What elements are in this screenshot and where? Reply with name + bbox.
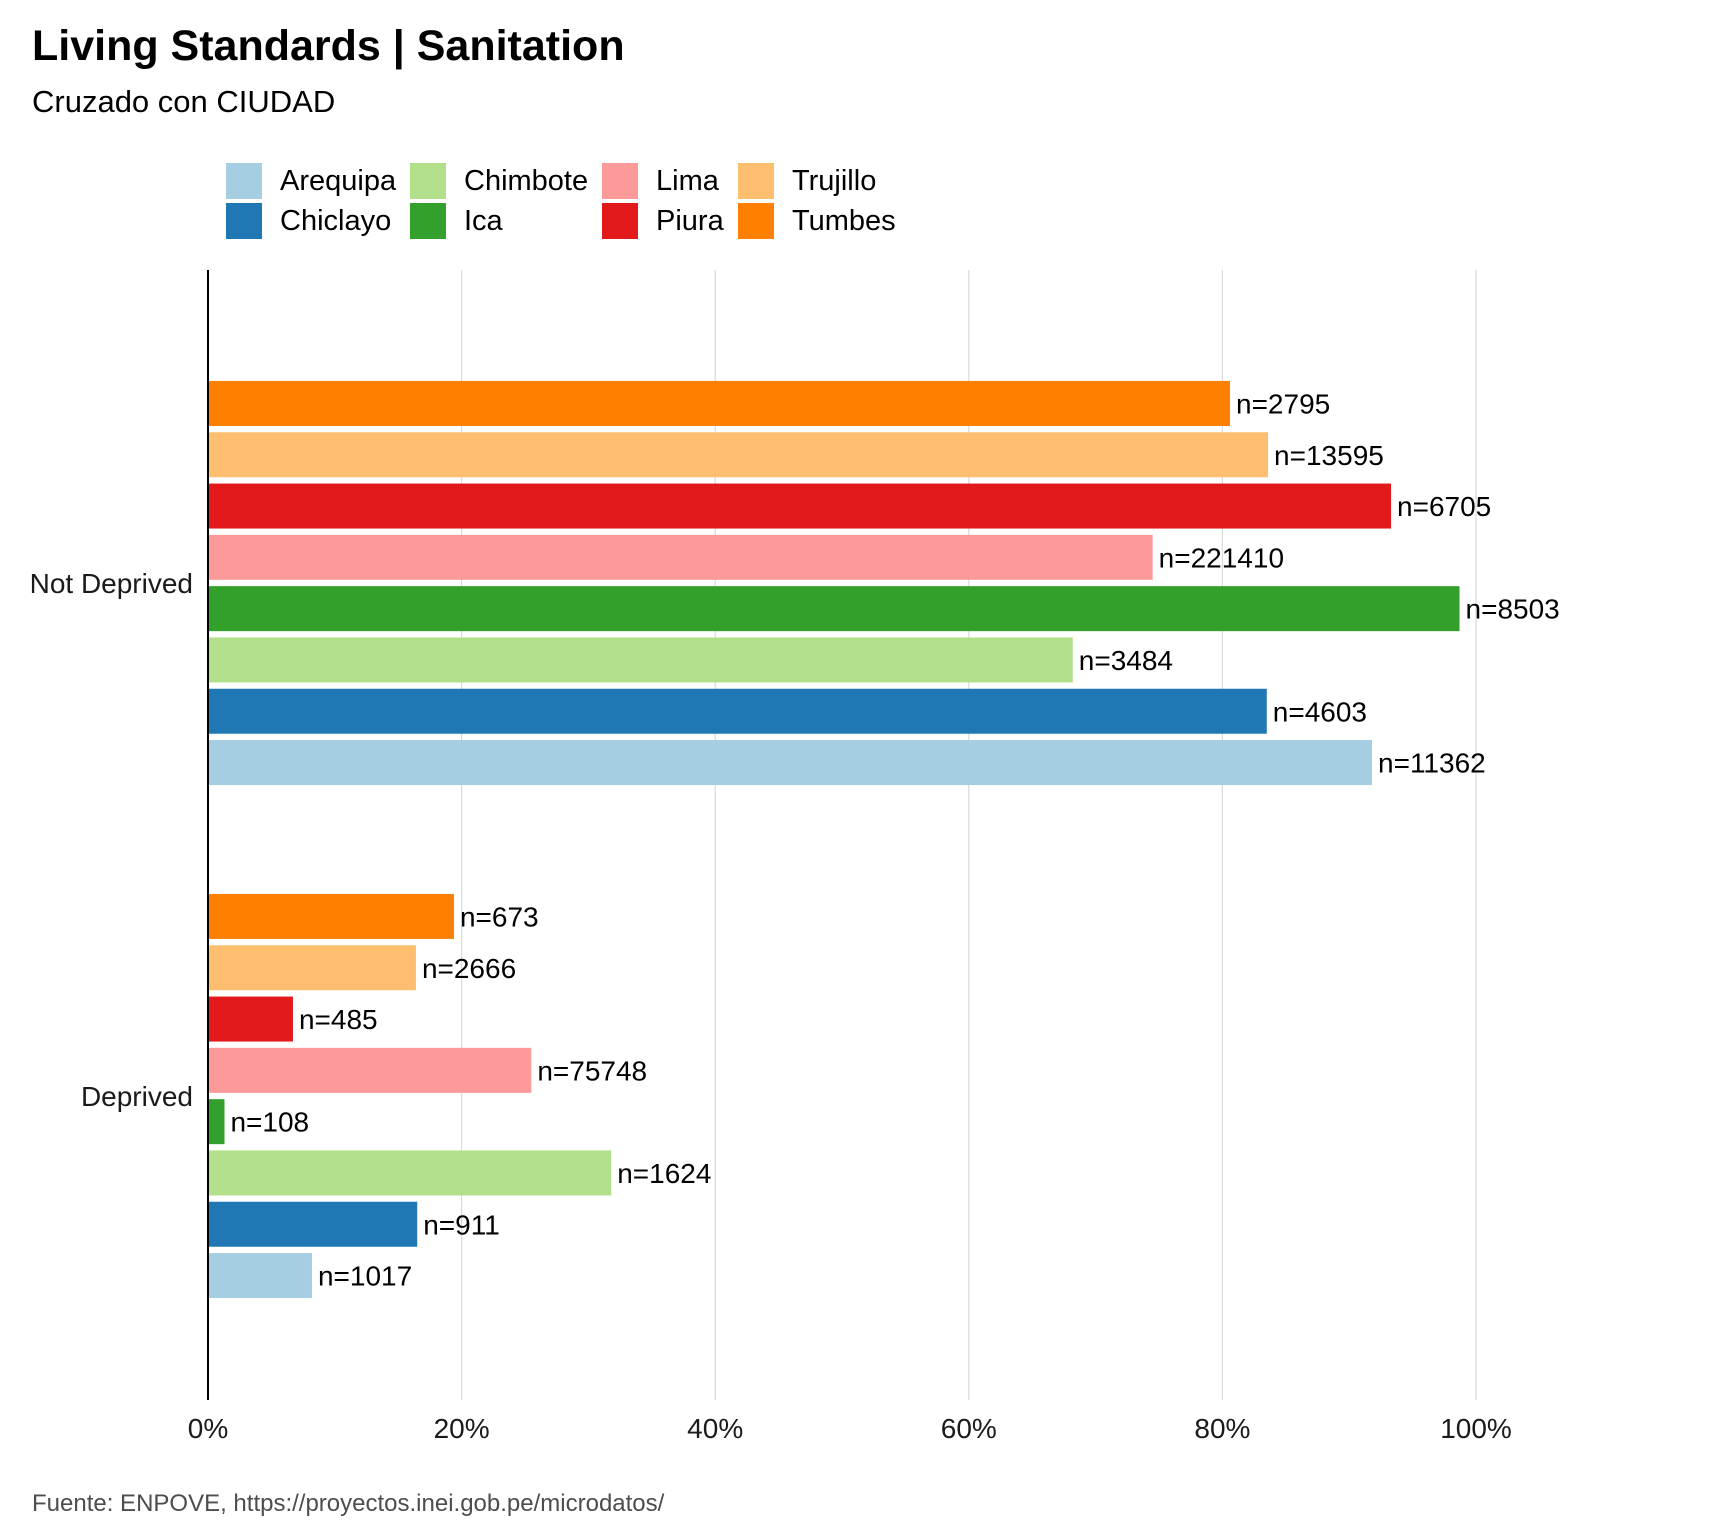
chart-subtitle: Cruzado con CIUDAD <box>32 84 336 119</box>
bar-data-label: n=75748 <box>537 1055 647 1086</box>
x-tick-label: 0% <box>188 1413 228 1444</box>
bar-trujillo-not-deprived <box>208 432 1269 478</box>
bar-chimbote-deprived <box>208 1150 612 1196</box>
x-tick-label: 100% <box>1440 1413 1512 1444</box>
bars <box>208 380 1460 1299</box>
bar-chiclayo-deprived <box>208 1201 418 1247</box>
bar-data-label: n=221410 <box>1159 542 1284 573</box>
legend-item-ica: Ica <box>410 203 503 239</box>
bar-lima-not-deprived <box>208 534 1153 580</box>
bar-ica-not-deprived <box>208 586 1460 632</box>
bar-data-label: n=11362 <box>1378 748 1486 779</box>
legend-item-chiclayo: Chiclayo <box>226 203 391 239</box>
legend-swatch <box>602 203 638 239</box>
legend-swatch <box>410 203 446 239</box>
bar-data-label: n=1017 <box>318 1261 412 1292</box>
axes: 0% 20% 40% 60% 80% 100% Deprived Not Deprived <box>30 270 1512 1444</box>
legend-swatch <box>226 203 262 239</box>
x-tick-label: 80% <box>1194 1413 1250 1444</box>
bar-arequipa-not-deprived <box>208 740 1373 786</box>
legend-swatch <box>602 163 638 199</box>
legend-label: Trujillo <box>792 164 877 197</box>
legend-item-arequipa: Arequipa <box>226 163 396 199</box>
legend-label: Chiclayo <box>280 204 392 237</box>
bar-arequipa-deprived <box>208 1253 312 1299</box>
legend-swatch <box>738 163 774 199</box>
legend-label: Ica <box>464 204 503 237</box>
bar-chimbote-not-deprived <box>208 637 1073 683</box>
bar-data-label: n=1624 <box>617 1158 711 1189</box>
legend-label: Lima <box>656 164 719 197</box>
chart-title: Living Standards | Sanitation <box>32 22 625 70</box>
legend-item-chimbote: Chimbote <box>410 163 588 199</box>
legend-item-trujillo: Trujillo <box>738 163 876 199</box>
bar-tumbes-not-deprived <box>208 380 1231 426</box>
bar-data-label: n=4603 <box>1273 696 1367 727</box>
legend-swatch <box>410 163 446 199</box>
chart-caption: Fuente: ENPOVE, https://proyectos.inei.g… <box>32 1490 665 1517</box>
bar-data-label: n=8503 <box>1466 594 1560 625</box>
legend: Arequipa Chiclayo Chimbote Ica Lima Piura Truj… <box>226 163 986 243</box>
legend-label: Tumbes <box>792 204 896 237</box>
legend-label: Piura <box>656 204 724 237</box>
bar-data-label: n=911 <box>423 1209 500 1240</box>
legend-label: Arequipa <box>280 164 397 197</box>
bar-data-label: n=2666 <box>422 953 516 984</box>
bar-data-label: n=6705 <box>1397 491 1491 522</box>
bar-chart: n=1017 n=911 n=1624 n=108 n=75748 n=485 n=2666… <box>30 270 1560 1444</box>
bar-labels: n=1017 n=911 n=1624 n=108 n=75748 n=485 n=2666… <box>230 388 1559 1291</box>
x-tick-label: 60% <box>941 1413 997 1444</box>
y-category-label: Not Deprived <box>30 568 193 599</box>
bar-data-label: n=108 <box>230 1107 309 1138</box>
bar-ica-deprived <box>208 1099 225 1145</box>
legend-label: Chimbote <box>464 164 589 197</box>
bar-tumbes-deprived <box>208 893 454 939</box>
bar-data-label: n=13595 <box>1274 440 1384 471</box>
bar-data-label: n=673 <box>460 901 539 932</box>
bar-piura-not-deprived <box>208 483 1392 529</box>
legend-item-lima: Lima <box>602 163 719 199</box>
bar-data-label: n=2795 <box>1236 388 1330 419</box>
bar-lima-deprived <box>208 1047 532 1093</box>
legend-swatch <box>738 203 774 239</box>
x-tick-label: 40% <box>687 1413 743 1444</box>
legend-swatch <box>226 163 262 199</box>
bar-data-label: n=485 <box>299 1004 378 1035</box>
legend-item-piura: Piura <box>602 203 724 239</box>
x-tick-label: 20% <box>434 1413 490 1444</box>
bar-chiclayo-not-deprived <box>208 688 1267 734</box>
bar-trujillo-deprived <box>208 945 416 991</box>
legend-item-tumbes: Tumbes <box>738 203 896 239</box>
y-category-label: Deprived <box>81 1081 193 1112</box>
bar-piura-deprived <box>208 996 293 1042</box>
bar-data-label: n=3484 <box>1079 645 1173 676</box>
